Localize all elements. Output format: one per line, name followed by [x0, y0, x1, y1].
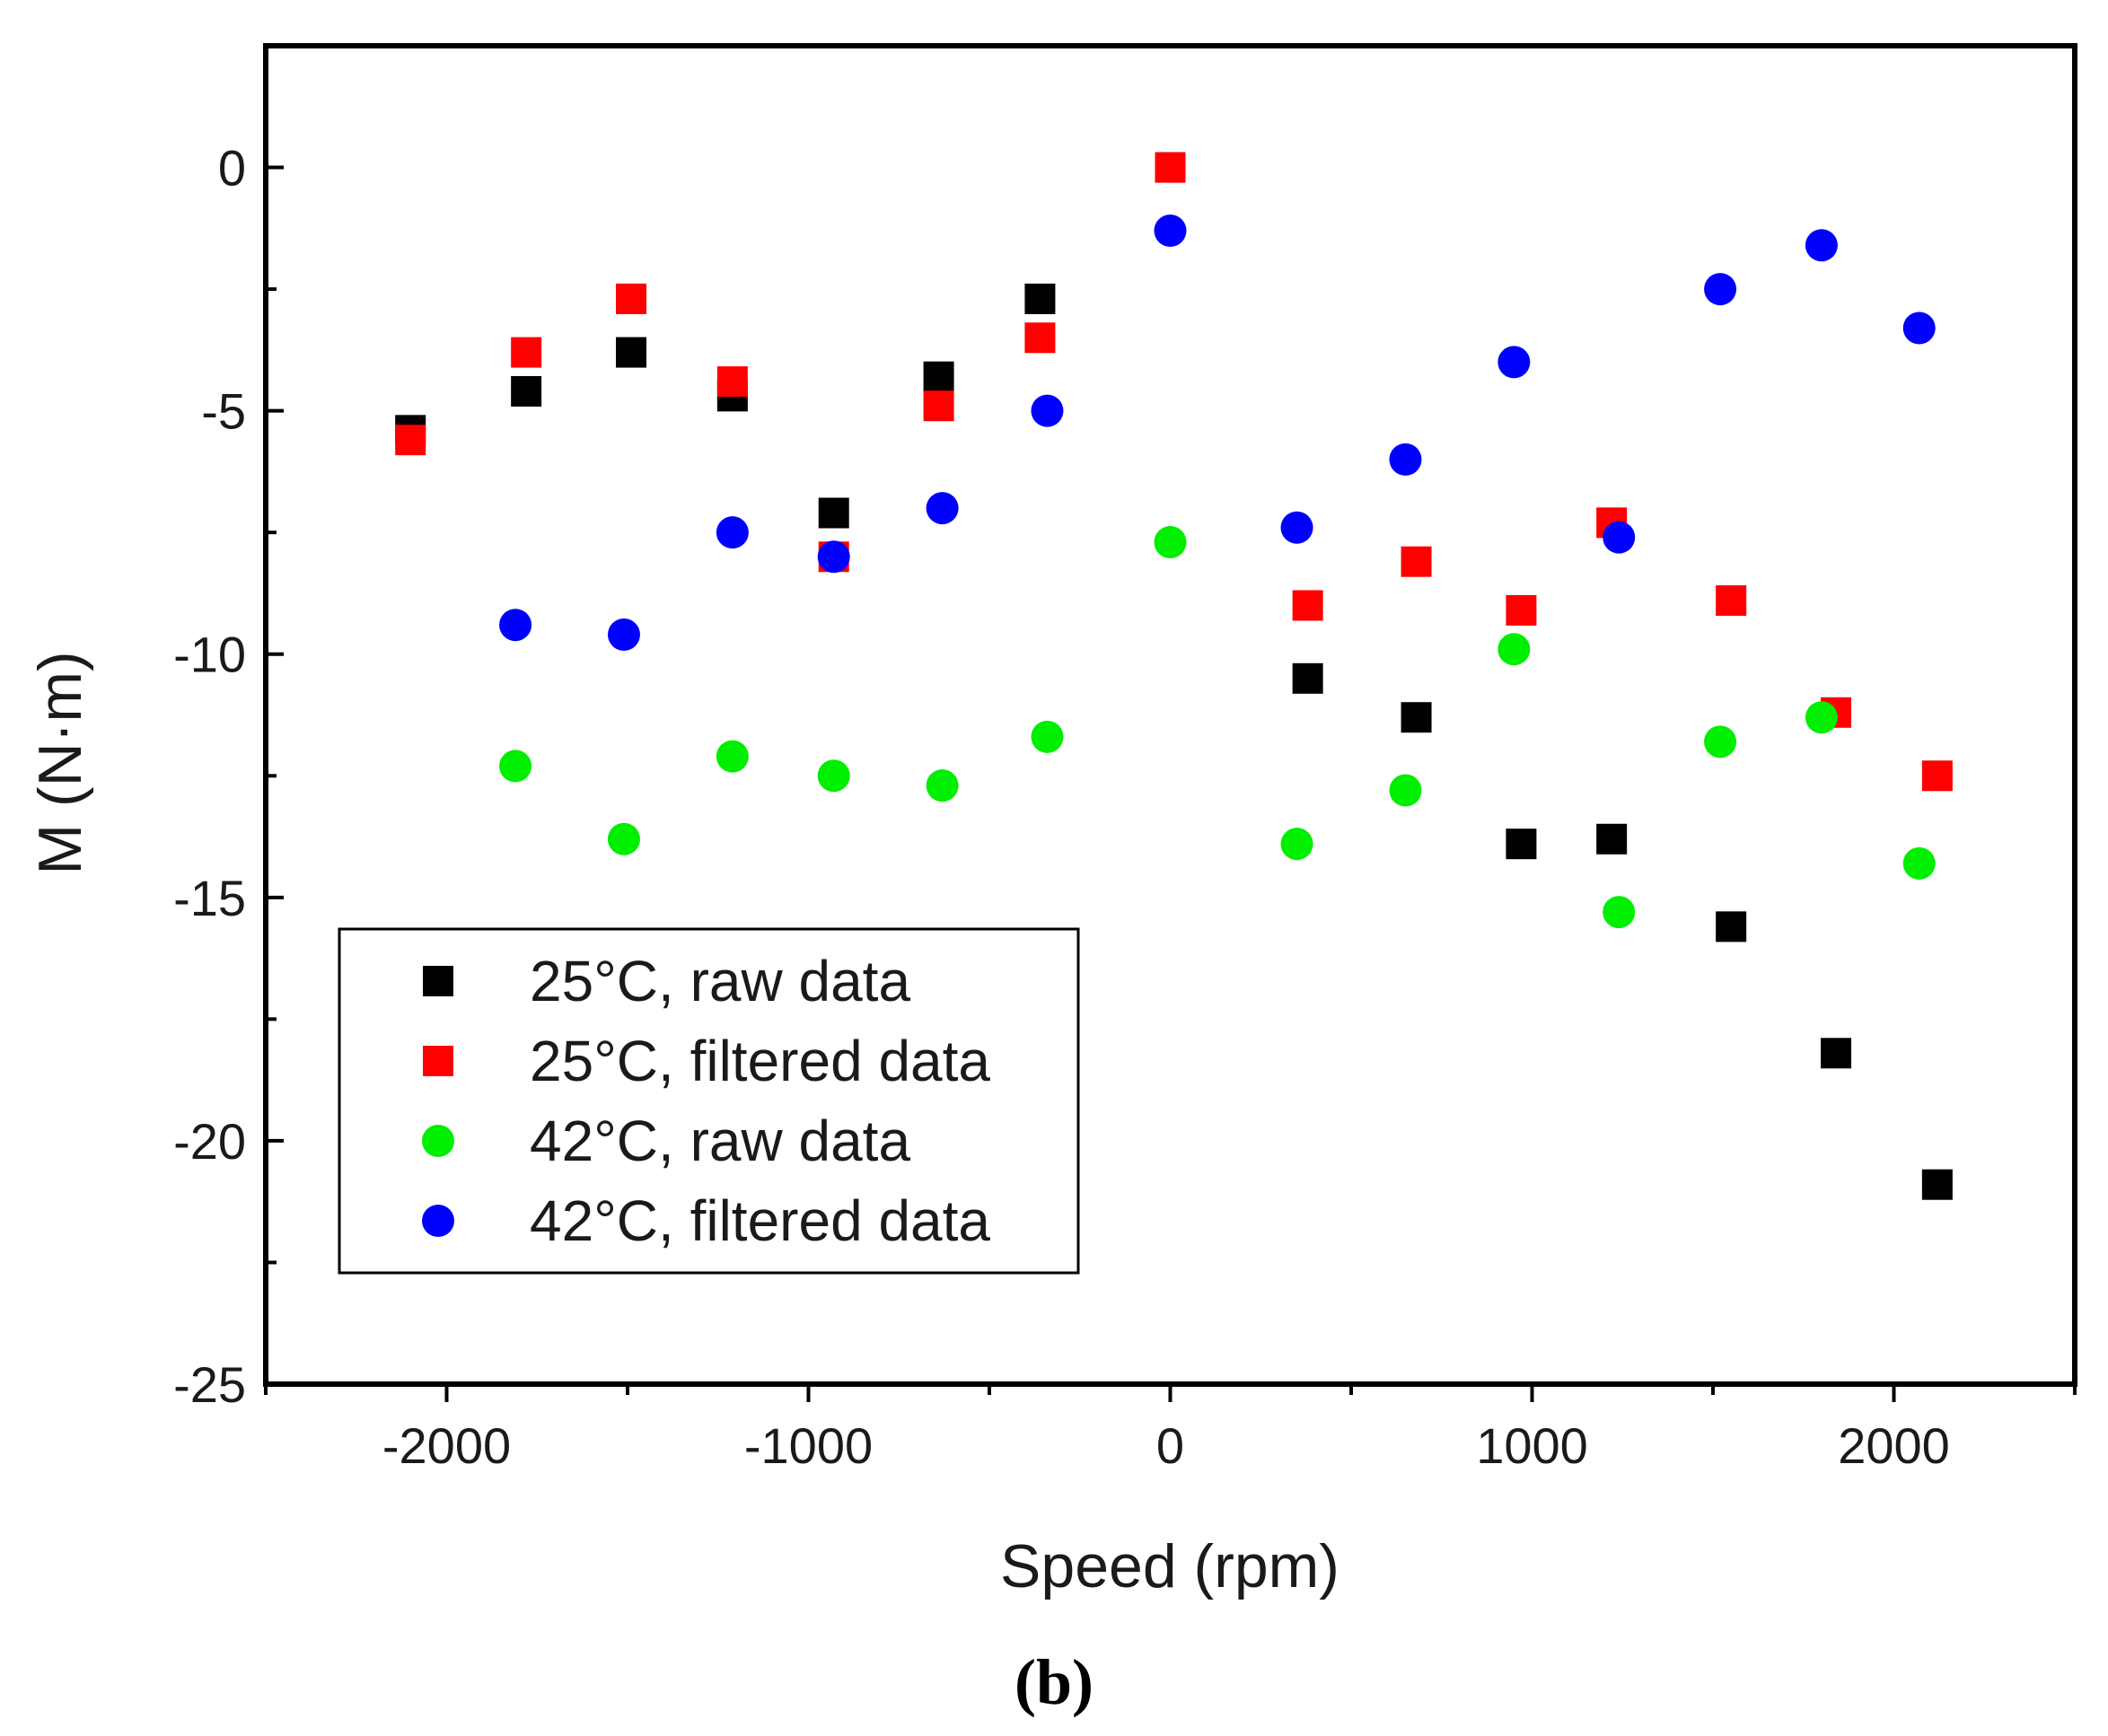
data-point	[511, 375, 542, 407]
data-points	[395, 152, 1953, 1200]
data-point	[1031, 394, 1064, 427]
data-point	[1805, 229, 1838, 262]
data-point	[1716, 911, 1747, 943]
data-point	[1921, 1169, 1953, 1200]
legend-label: 25°C, raw data	[530, 949, 910, 1013]
y-tick-label: -25	[173, 1356, 246, 1413]
data-point	[1902, 311, 1936, 345]
data-point	[1498, 346, 1531, 379]
data-point	[1603, 896, 1636, 929]
data-point	[616, 283, 647, 314]
data-point	[1389, 774, 1422, 807]
data-point	[499, 750, 532, 783]
y-tick-label: -5	[201, 383, 246, 440]
data-point	[1155, 152, 1186, 183]
series-3-points	[499, 526, 1936, 929]
series-2-points	[395, 152, 1953, 792]
legend-entries: 25°C, raw data 25°C, filtered data 42°C, r…	[422, 949, 990, 1253]
data-point	[1292, 662, 1323, 694]
data-point	[1031, 720, 1064, 753]
data-point	[1506, 594, 1537, 626]
data-point	[817, 759, 850, 793]
data-point	[716, 740, 749, 773]
data-point	[1821, 1038, 1852, 1069]
x-axis-title: Speed (rpm)	[1000, 1532, 1339, 1600]
data-point	[1401, 702, 1432, 733]
data-point	[1154, 526, 1187, 559]
y-tick-label: -10	[173, 627, 246, 683]
y-tick-label: -20	[173, 1113, 246, 1170]
data-point	[1024, 322, 1056, 354]
series-4-points	[499, 215, 1936, 652]
legend-marker	[422, 1125, 454, 1157]
data-point	[395, 425, 426, 456]
data-point	[607, 822, 640, 855]
data-point	[616, 337, 647, 368]
x-tick-label: -2000	[382, 1417, 511, 1474]
data-point	[1280, 511, 1313, 544]
data-point	[607, 618, 640, 652]
data-point	[818, 497, 849, 529]
y-axis-title: M (N·m)	[26, 651, 94, 874]
data-point	[716, 366, 748, 398]
y-axis-ticks: 0 -5 -10 -15 -20 -25	[173, 44, 284, 1413]
data-point	[1921, 760, 1953, 792]
legend-marker	[423, 966, 453, 996]
legend-marker	[423, 1046, 453, 1076]
y-tick-label: 0	[218, 140, 246, 197]
data-point	[1902, 846, 1936, 880]
data-point	[923, 361, 954, 392]
legend-label: 25°C, filtered data	[530, 1029, 990, 1093]
legend-label: 42°C, filtered data	[530, 1188, 990, 1253]
data-point	[1716, 585, 1747, 617]
data-point	[716, 516, 749, 549]
data-point	[923, 390, 954, 422]
data-point	[1280, 828, 1313, 861]
data-point	[926, 492, 959, 525]
data-point	[1292, 590, 1323, 621]
data-point	[1024, 283, 1056, 314]
data-point	[1506, 829, 1537, 860]
x-tick-label: 2000	[1838, 1417, 1950, 1474]
y-tick-label: -15	[173, 870, 246, 926]
data-point	[817, 540, 850, 574]
data-point	[1401, 546, 1432, 577]
x-axis-ticks: -2000 -1000 0 1000 2000	[264, 1384, 2077, 1474]
x-tick-label: -1000	[744, 1417, 873, 1474]
data-point	[499, 609, 532, 642]
data-point	[1704, 725, 1737, 758]
legend-label: 42°C, raw data	[530, 1109, 910, 1173]
data-point	[1596, 823, 1628, 855]
legend-marker	[422, 1205, 454, 1237]
data-point	[511, 337, 542, 368]
data-point	[1704, 273, 1737, 306]
data-point	[1389, 443, 1422, 476]
data-point	[1805, 701, 1838, 734]
x-tick-label: 0	[1156, 1417, 1184, 1474]
data-point	[1498, 633, 1531, 666]
x-tick-label: 1000	[1476, 1417, 1588, 1474]
data-point	[926, 769, 959, 802]
data-point	[1154, 215, 1187, 248]
legend-box	[338, 927, 1080, 1275]
figure-caption: (b)	[1014, 1646, 1094, 1718]
data-point	[1603, 521, 1636, 554]
legend: 25°C, raw data 25°C, filtered data 42°C, r…	[338, 927, 1080, 1275]
